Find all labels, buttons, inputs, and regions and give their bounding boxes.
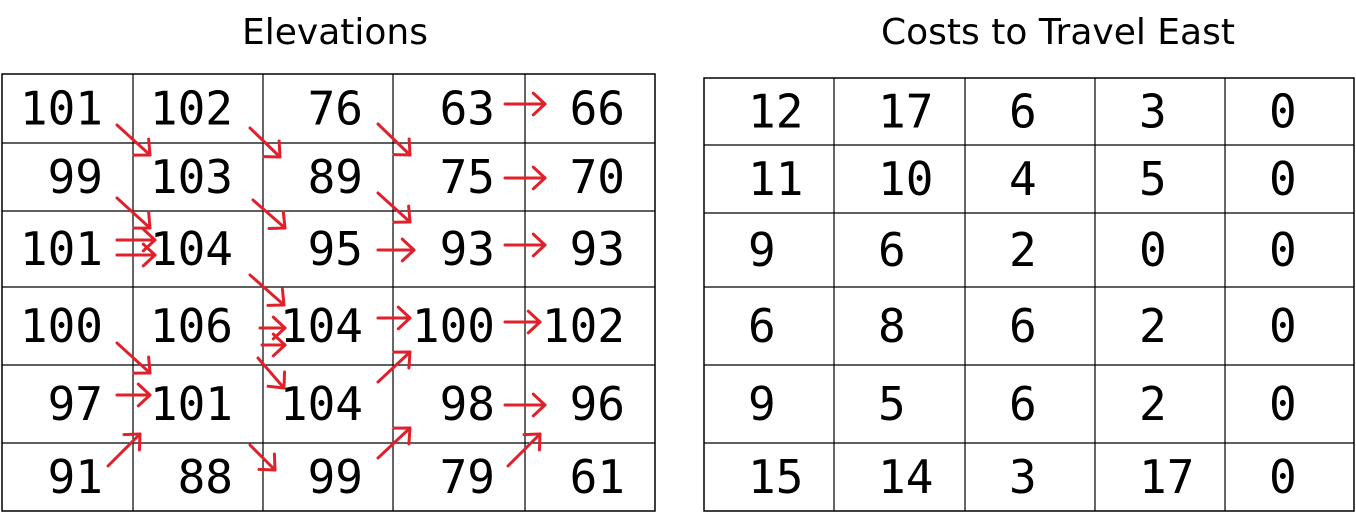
elevations-cell: 91 — [48, 450, 103, 504]
costs-border — [703, 77, 1355, 512]
elevations-cell: 96 — [570, 377, 625, 431]
costs-cell: 2 — [1139, 377, 1167, 431]
costs-cell: 17 — [878, 85, 933, 139]
elevations-cell: 70 — [570, 150, 625, 204]
elevations-cell: 63 — [440, 82, 495, 136]
elevations-cell: 102 — [150, 82, 233, 136]
costs-cell: 4 — [1009, 152, 1037, 206]
path-arrow — [115, 341, 152, 375]
path-arrows — [106, 91, 547, 472]
elevations-cell: 104 — [280, 299, 363, 353]
path-arrow — [376, 426, 412, 460]
costs-cell: 15 — [748, 450, 803, 504]
elevations-cell: 104 — [280, 377, 363, 431]
elevations-border — [1, 73, 656, 512]
costs-cell: 0 — [1269, 299, 1297, 353]
path-arrow — [251, 198, 287, 230]
costs-cell: 2 — [1009, 223, 1037, 277]
elevations-cell: 93 — [570, 222, 625, 276]
path-arrow — [376, 305, 412, 331]
elevations-cell: 99 — [308, 450, 363, 504]
costs-cell: 0 — [1269, 450, 1297, 504]
elevations-cell: 88 — [178, 450, 233, 504]
elevations-cell: 106 — [150, 299, 233, 353]
costs-cell: 6 — [748, 299, 776, 353]
elevations-cell: 61 — [570, 450, 625, 504]
path-arrow — [503, 392, 547, 418]
costs-cell: 6 — [1009, 85, 1037, 139]
costs-cell: 10 — [878, 152, 933, 206]
path-arrow — [506, 432, 542, 468]
costs-cell: 0 — [1269, 223, 1297, 277]
elevations-cell: 100 — [20, 299, 103, 353]
path-arrow — [376, 350, 412, 384]
costs-cell: 12 — [748, 85, 803, 139]
path-arrow — [115, 382, 152, 408]
path-arrow — [260, 332, 287, 358]
elevations-grid: 101 102 76 63 66 99 103 89 75 70 101 104 95 93 93 100 10… — [1, 73, 656, 512]
path-arrow — [248, 126, 282, 159]
costs-cell: 5 — [878, 377, 906, 431]
costs-cell: 0 — [1269, 377, 1297, 431]
elevations-cell: 79 — [440, 450, 495, 504]
elevations-cell: 101 — [150, 377, 233, 431]
elevations-cell: 76 — [308, 82, 363, 136]
path-arrow — [376, 191, 412, 224]
costs-cell: 3 — [1139, 85, 1167, 139]
elevations-cell: 101 — [20, 222, 103, 276]
elevations-cell: 102 — [542, 299, 625, 353]
costs-cell: 9 — [748, 377, 776, 431]
elevations-cell: 104 — [150, 222, 233, 276]
path-arrow — [248, 443, 277, 472]
path-arrow — [248, 273, 286, 307]
costs-cell: 9 — [748, 223, 776, 277]
path-arrow — [503, 232, 547, 258]
costs-cell: 0 — [1139, 223, 1167, 277]
path-arrow — [258, 315, 287, 341]
costs-cell: 6 — [878, 223, 906, 277]
elevations-cell: 93 — [440, 222, 495, 276]
costs-cell: 8 — [878, 299, 906, 353]
costs-cell: 17 — [1139, 450, 1194, 504]
elevations-cell: 100 — [412, 299, 495, 353]
costs-cell: 3 — [1009, 450, 1037, 504]
elevations-cell: 75 — [440, 150, 495, 204]
costs-title: Costs to Travel East — [881, 12, 1235, 53]
elevations-cell: 89 — [308, 150, 363, 204]
costs-cell: 0 — [1269, 152, 1297, 206]
elevations-cell: 101 — [20, 82, 103, 136]
elevations-cell: 95 — [308, 222, 363, 276]
elevations-cell: 99 — [48, 150, 103, 204]
path-arrow — [376, 237, 416, 263]
elevations-cell: 98 — [440, 377, 495, 431]
path-arrow — [503, 165, 547, 191]
costs-grid: 12 17 6 3 0 11 10 4 5 0 9 6 2 0 0 6 8 6 2 0 9 5 6 2 0 15 14 3 17 0 — [703, 77, 1355, 512]
costs-cell: 0 — [1269, 85, 1297, 139]
path-arrow — [503, 91, 547, 117]
path-arrow — [115, 242, 157, 268]
costs-cell: 11 — [748, 152, 803, 206]
elevations-title: Elevations — [242, 12, 428, 53]
path-arrow — [256, 356, 287, 390]
costs-cell: 2 — [1139, 299, 1167, 353]
path-arrow — [115, 196, 152, 230]
costs-cell: 14 — [878, 450, 933, 504]
path-arrow — [503, 309, 542, 335]
costs-cell: 6 — [1009, 299, 1037, 353]
path-arrow — [376, 122, 412, 157]
path-arrow — [115, 123, 152, 157]
costs-cell: 6 — [1009, 377, 1037, 431]
elevations-cell: 103 — [150, 150, 233, 204]
path-arrow — [106, 432, 142, 468]
elevations-cell: 66 — [570, 82, 625, 136]
costs-cell: 5 — [1139, 152, 1167, 206]
elevations-cell: 97 — [48, 377, 103, 431]
